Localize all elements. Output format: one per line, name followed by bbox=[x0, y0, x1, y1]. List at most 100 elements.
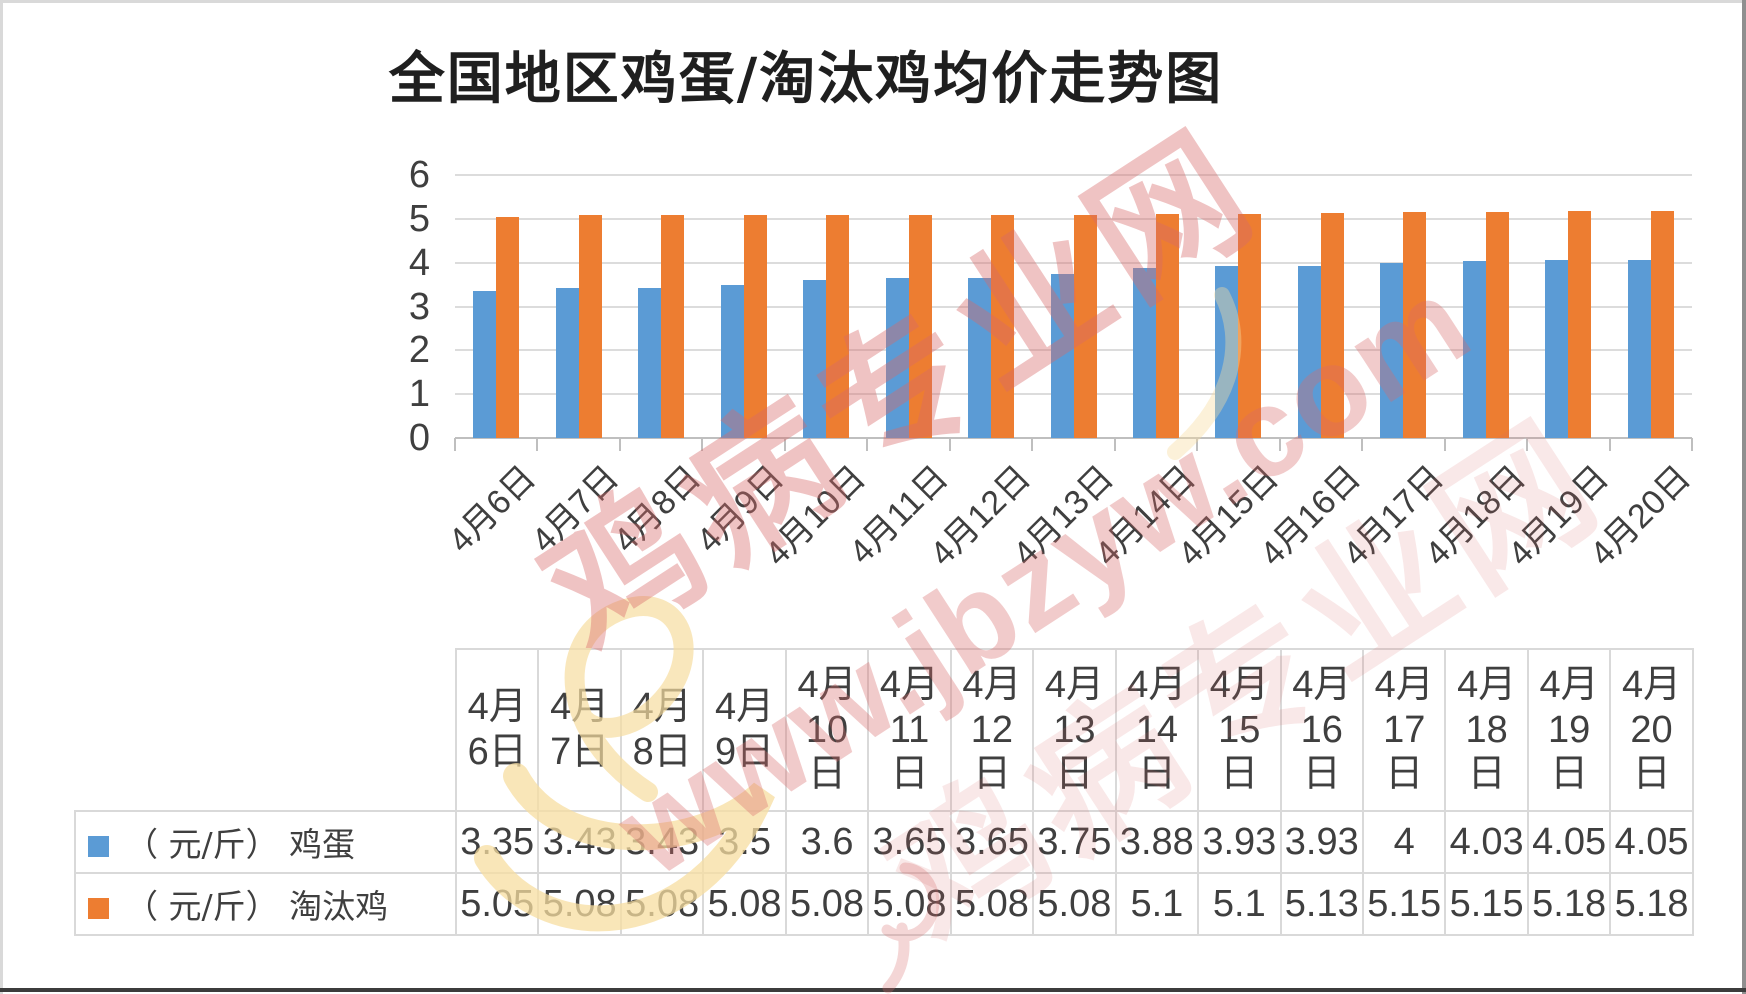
culled-chicken-price-bar bbox=[1321, 213, 1344, 438]
culled-chicken-price-bar bbox=[991, 215, 1014, 438]
price-value-cell: 5.08 bbox=[537, 872, 622, 936]
chart-title: 全国地区鸡蛋/淘汰鸡均价走势图 bbox=[388, 46, 1224, 112]
price-value-cell: 5.08 bbox=[949, 872, 1035, 936]
axis-tick bbox=[1031, 438, 1033, 451]
y-axis-label: 0 bbox=[408, 417, 430, 459]
price-value-cell: 4 bbox=[1361, 810, 1447, 874]
y-axis-label: 6 bbox=[408, 154, 430, 196]
price-value-cell: 3.6 bbox=[784, 810, 870, 874]
price-value-cell: 5.18 bbox=[1526, 872, 1612, 936]
top-edge bbox=[0, 0, 1746, 3]
egg-price-bar bbox=[1298, 266, 1321, 438]
culled-chicken-price-bar bbox=[909, 215, 932, 438]
y-axis-label: 2 bbox=[408, 329, 430, 372]
gridline bbox=[455, 437, 1692, 439]
culled-chicken-price-bar bbox=[826, 215, 849, 438]
culled-chicken-price-bar bbox=[1568, 211, 1591, 438]
egg-price-bar bbox=[1545, 260, 1568, 438]
date-header-cell: 4月 20 日 bbox=[1609, 648, 1694, 812]
legend-cell: （ 元/斤） 淘汰鸡 bbox=[74, 872, 457, 936]
price-value-cell: 3.35 bbox=[454, 810, 540, 874]
axis-tick bbox=[536, 438, 538, 451]
price-value-cell: 3.43 bbox=[619, 810, 705, 874]
price-value-cell: 5.08 bbox=[702, 872, 787, 936]
price-value-cell: 5.05 bbox=[454, 872, 540, 936]
egg-price-bar bbox=[1463, 261, 1486, 438]
date-header-cell: 4月 11 日 bbox=[867, 648, 952, 812]
egg-price-bar bbox=[638, 288, 661, 438]
price-value-cell: 3.93 bbox=[1279, 810, 1364, 874]
egg-price-bar bbox=[1380, 263, 1403, 438]
right-edge bbox=[1742, 0, 1746, 994]
axis-tick bbox=[701, 438, 703, 451]
price-value-cell: 4.05 bbox=[1526, 810, 1612, 874]
date-header-cell: 4月 15 日 bbox=[1197, 648, 1282, 812]
date-header-cell: 4月 17 日 bbox=[1361, 648, 1447, 812]
price-value-cell: 3.65 bbox=[949, 810, 1035, 874]
axis-tick bbox=[619, 438, 621, 451]
table-header-row: 4月 6日 4月 7日 4月 8日 4月 9日 4月 10 日 4月 11 日 4月 12 日 4月 13 日 4月 14… bbox=[75, 648, 1694, 812]
price-value-cell: 5.1 bbox=[1114, 872, 1200, 936]
gridline bbox=[455, 218, 1692, 220]
axis-tick bbox=[784, 438, 786, 451]
gridline bbox=[455, 262, 1692, 264]
price-value-cell: 3.5 bbox=[702, 810, 787, 874]
bottom-edge bbox=[0, 988, 1746, 992]
date-header-cell: 4月 19 日 bbox=[1526, 648, 1612, 812]
culled-chicken-price-bar bbox=[1238, 214, 1261, 438]
price-value-cell: 5.15 bbox=[1361, 872, 1447, 936]
egg-price-bar bbox=[473, 291, 496, 438]
date-header-cell: 4月 6日 bbox=[454, 648, 540, 812]
date-header-cell: 4月 10 日 bbox=[784, 648, 870, 812]
price-value-cell: 3.75 bbox=[1032, 810, 1117, 874]
gridline bbox=[455, 174, 1692, 176]
axis-tick bbox=[1114, 438, 1116, 451]
culled-chicken-price-bar bbox=[1651, 211, 1674, 438]
axis-tick bbox=[1444, 438, 1446, 451]
culled-chicken-price-bar bbox=[1403, 212, 1426, 438]
axis-tick bbox=[454, 438, 456, 451]
price-value-cell: 4.03 bbox=[1444, 810, 1529, 874]
date-header-cell: 4月 7日 bbox=[537, 648, 622, 812]
series-name: （ 元/斤） 淘汰鸡 bbox=[125, 887, 389, 926]
series-name: （ 元/斤） 鸡蛋 bbox=[125, 825, 356, 864]
date-header-cell: 4月 13 日 bbox=[1032, 648, 1117, 812]
egg-price-bar bbox=[1215, 266, 1238, 438]
price-value-cell: 5.13 bbox=[1279, 872, 1364, 936]
culled-chicken-price-bar bbox=[579, 215, 602, 438]
date-header-cell: 4月 8日 bbox=[619, 648, 705, 812]
plot-area bbox=[454, 174, 1693, 451]
x-axis-label: 4月8日 bbox=[606, 458, 709, 561]
axis-tick bbox=[1691, 438, 1693, 451]
egg-price-bar bbox=[803, 280, 826, 438]
legend-swatch-egg bbox=[88, 836, 109, 857]
price-value-cell: 4.05 bbox=[1609, 810, 1694, 874]
x-axis-label: 4月6日 bbox=[441, 458, 544, 561]
axis-tick bbox=[1361, 438, 1363, 451]
axis-tick bbox=[949, 438, 951, 451]
date-header-cell: 4月 12 日 bbox=[949, 648, 1035, 812]
left-edge bbox=[0, 0, 3, 994]
culled-chicken-price-bar bbox=[1486, 212, 1509, 438]
price-value-cell: 5.08 bbox=[867, 872, 952, 936]
axis-tick bbox=[1526, 438, 1528, 451]
table-body: （ 元/斤） 鸡蛋 3.35 3.43 3.43 3.5 3.6 3.65 3.65 3.75 3… bbox=[74, 810, 1694, 936]
date-header-cell: 4月 16 日 bbox=[1279, 648, 1364, 812]
axis-tick bbox=[1279, 438, 1281, 451]
price-value-cell: 3.65 bbox=[867, 810, 952, 874]
date-header-cell: 4月 14 日 bbox=[1114, 648, 1200, 812]
price-value-cell: 3.43 bbox=[537, 810, 622, 874]
culled-chicken-price-bar bbox=[661, 215, 684, 438]
egg-price-bar bbox=[1628, 260, 1651, 438]
culled-chicken-price-bar bbox=[496, 217, 519, 438]
egg-price-bar bbox=[968, 278, 991, 438]
legend-swatch-culled-chicken bbox=[88, 898, 109, 919]
table-header-row-group: 4月 6日 4月 7日 4月 8日 4月 9日 4月 10 日 4月 11 日 4月 12 日 4月 13 日 4月 14… bbox=[75, 648, 1694, 812]
axis-tick bbox=[866, 438, 868, 451]
price-value-cell: 5.08 bbox=[1032, 872, 1117, 936]
price-value-cell: 5.18 bbox=[1609, 872, 1694, 936]
price-value-cell: 5.1 bbox=[1197, 872, 1282, 936]
table-corner-cell bbox=[75, 649, 456, 811]
axis-tick bbox=[1609, 438, 1611, 451]
